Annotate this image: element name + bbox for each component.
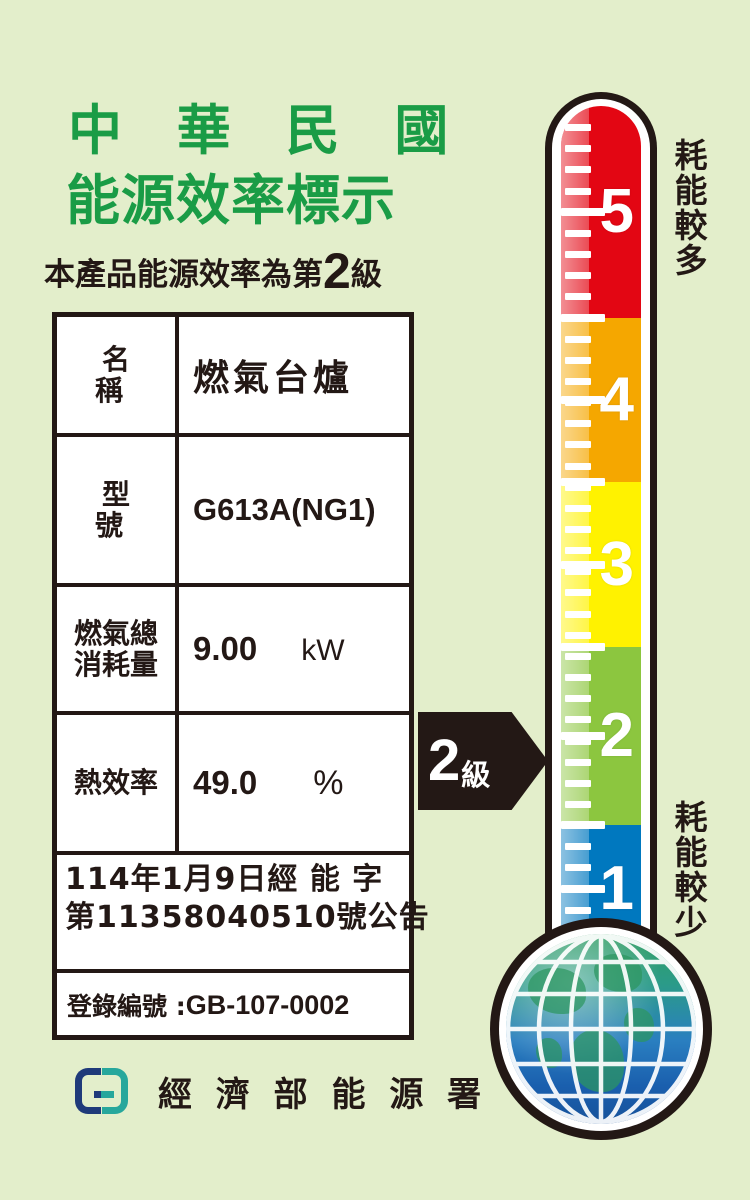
- grade-arrow-suffix: 級: [461, 758, 491, 792]
- scale-label-low-consumption: 耗能較少: [669, 800, 708, 940]
- gas-consumption-unit: kW: [301, 634, 345, 667]
- gas-consumption-number: 9.00: [193, 630, 258, 667]
- page-title-line2: 能源效率標示: [66, 169, 396, 232]
- table-row-registration: 登錄編號 : GB-107-0002: [57, 973, 409, 1037]
- table-row-name: 名 稱 燃氣台爐: [57, 317, 409, 437]
- thermometer-band-5: 5: [561, 106, 641, 318]
- thermal-efficiency-number: 49.0: [193, 763, 258, 801]
- band-label-1: 1: [599, 853, 634, 923]
- registration-number: 登錄編號 : GB-107-0002: [57, 973, 409, 1037]
- row-value-gas-consumption: 9.00 kW: [179, 587, 409, 711]
- grade-statement-number: 2: [323, 243, 351, 299]
- registration-label: 登錄編號 :: [67, 992, 186, 1021]
- logo-lobe-right: [101, 1068, 128, 1114]
- grade-statement-suffix: 級: [350, 257, 382, 293]
- announcement-line2: 第11358040510號公告: [65, 900, 430, 936]
- thermometer-band-3: 3: [561, 482, 641, 648]
- row-label-name: 名 稱: [57, 317, 179, 433]
- grade-statement-prefix: 本產品能源效率為第: [44, 257, 323, 293]
- grade-arrow-number: 2: [428, 728, 461, 793]
- row-value-name: 燃氣台爐: [193, 358, 354, 399]
- thermometer-band-2: 2: [561, 647, 641, 826]
- agency-name: 經 濟 部 能 源 署: [158, 1074, 488, 1115]
- row-value-thermal-efficiency: 49.0 %: [179, 715, 409, 851]
- scale-label-high-consumption: 耗能較多: [669, 138, 708, 278]
- thermometer-bands: 5 4 3 2 1: [561, 106, 641, 952]
- band-label-3: 3: [599, 529, 634, 599]
- table-row-announcement: 114年1月9日經 能 字 第11358040510號公告: [57, 855, 430, 973]
- globe-sphere: [506, 934, 696, 1124]
- row-label-gas-line1: 燃氣總: [73, 616, 158, 650]
- row-value-model: G613A(NG1): [193, 492, 376, 527]
- globe-grid-lines: [506, 934, 696, 1124]
- announcement-text: 114年1月9日經 能 字 第11358040510號公告: [57, 855, 430, 944]
- grade-statement: 本產品能源效率為第 2 級: [44, 243, 382, 299]
- row-label-gas-line2: 消耗量: [73, 648, 158, 681]
- energy-bureau-logo-icon: [74, 1066, 130, 1116]
- row-label-model: 型 號: [57, 437, 179, 583]
- specification-table: 名 稱 燃氣台爐 型 號 G613A(NG1) 燃氣總 消耗量 9.00 kW …: [52, 312, 430, 1040]
- announcement-line1: 114年1月9日經 能 字: [65, 862, 384, 897]
- band-label-4: 4: [599, 364, 634, 434]
- footer: 經 濟 部 能 源 署: [74, 1066, 487, 1116]
- registration-value: GB-107-0002: [185, 989, 350, 1020]
- table-row-gas-consumption: 燃氣總 消耗量 9.00 kW: [57, 587, 409, 715]
- globe-icon: [490, 918, 712, 1140]
- row-label-thermal-efficiency: 熱效率: [57, 715, 179, 851]
- page-title-line1: 中 華 民 國: [68, 99, 467, 162]
- row-label-gas-consumption: 燃氣總 消耗量: [57, 587, 179, 711]
- thermometer-band-4: 4: [561, 317, 641, 483]
- band-label-2: 2: [599, 701, 634, 771]
- energy-scale-thermometer: 5 4 3 2 1: [545, 92, 657, 952]
- table-row-model: 型 號 G613A(NG1): [57, 437, 409, 587]
- logo-lobe-left: [75, 1068, 107, 1114]
- band-label-5: 5: [599, 176, 634, 246]
- table-row-thermal-efficiency: 熱效率 49.0 %: [57, 715, 409, 855]
- grade-arrow-pointer: 2 級: [418, 712, 548, 810]
- thermal-efficiency-unit: %: [313, 763, 344, 802]
